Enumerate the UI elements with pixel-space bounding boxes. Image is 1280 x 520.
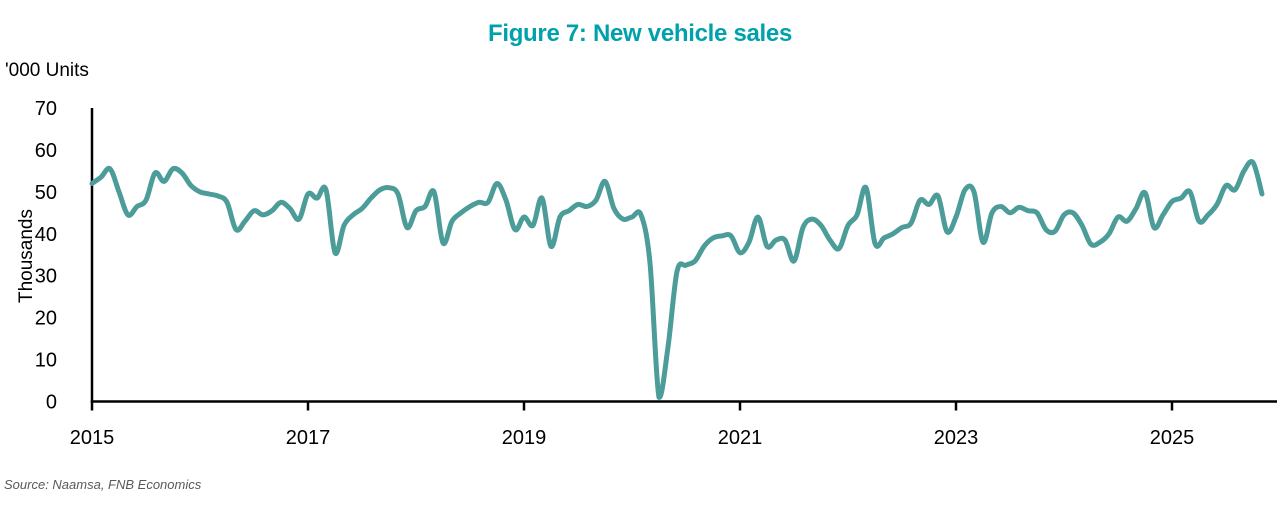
line-chart: 0 10 20 30 40 50 60 70 2015 2017 2019 2021 2023 2025 (35, 98, 1277, 449)
y-tick-label: 20 (35, 308, 57, 330)
y-tick-label: 30 (35, 266, 57, 288)
y-tick-label: 40 (35, 224, 57, 246)
y-tick-label: 70 (35, 98, 57, 120)
x-tick-label: 2017 (286, 427, 331, 449)
source-note: Source: Naamsa, FNB Economics (4, 477, 202, 492)
x-tick-label: 2015 (70, 427, 115, 449)
chart-title: Figure 7: New vehicle sales (487, 20, 793, 47)
x-tick-label: 2025 (1150, 427, 1195, 449)
y-tick-label: 50 (35, 182, 57, 204)
y-tick-label: 60 (35, 140, 57, 162)
x-tick-label: 2019 (502, 427, 547, 449)
sales-line-series (89, 159, 1265, 400)
x-tick-label: 2023 (934, 427, 979, 449)
units-label: '000 Units (5, 60, 89, 81)
y-tick-label: 10 (35, 350, 57, 372)
y-tick-label: 0 (46, 392, 57, 414)
x-tick-label: 2021 (718, 427, 763, 449)
